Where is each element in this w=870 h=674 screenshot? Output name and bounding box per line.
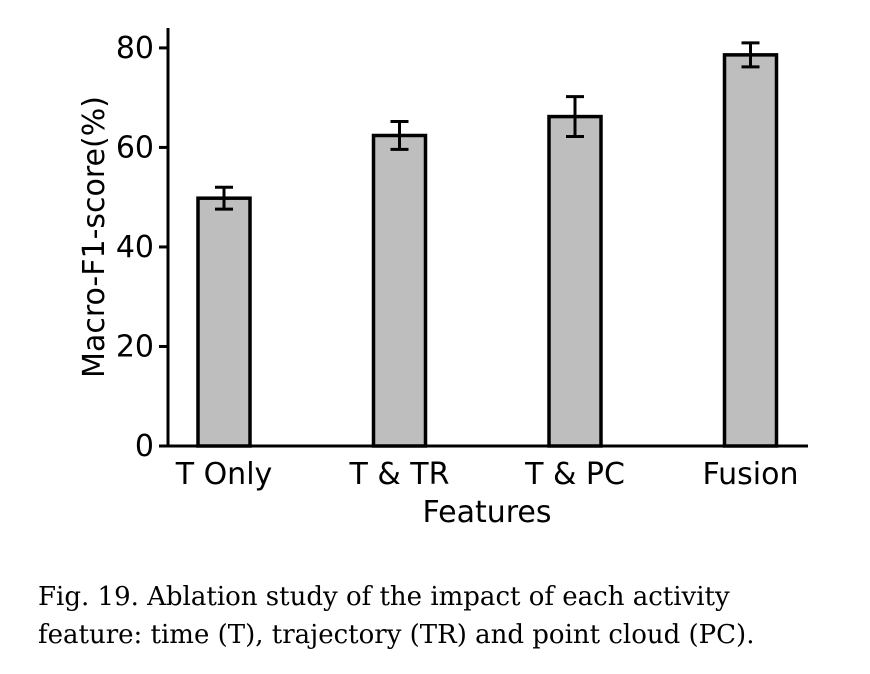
bar-2 xyxy=(371,133,428,448)
error-bar-3 xyxy=(566,95,584,138)
error-bar-2 xyxy=(390,120,409,151)
x-tick-label: T Only xyxy=(175,457,273,492)
bars-layer xyxy=(196,53,779,448)
bar-1 xyxy=(196,196,252,448)
bar-chart: 0 20 40 60 80 T Only T & TR T & PC Fusion Featur… xyxy=(77,28,808,530)
x-tick-label: T & TR xyxy=(349,457,450,492)
y-tick-label: 40 xyxy=(116,230,154,265)
bar-3 xyxy=(547,114,603,448)
axes-layer xyxy=(166,28,808,448)
x-tick-label: T & PC xyxy=(524,457,625,492)
y-tick-label: 80 xyxy=(116,31,154,66)
y-tick-label: 20 xyxy=(116,329,154,364)
y-axis-title: Macro-F1-score(%) xyxy=(77,96,112,378)
bar-4 xyxy=(722,53,779,448)
ticks-layer: 0 20 40 60 80 T Only T & TR T & PC Fusion xyxy=(116,31,799,492)
error-bar-4 xyxy=(741,41,760,69)
x-axis-title: Features xyxy=(423,495,552,530)
y-tick-label: 60 xyxy=(116,130,154,165)
x-tick-label: Fusion xyxy=(703,457,799,492)
y-tick-label: 0 xyxy=(135,429,154,464)
error-bar-1 xyxy=(215,185,233,211)
caption-line-2: feature: time (T), trajectory (TR) and p… xyxy=(38,620,755,650)
caption-line-1: Fig. 19. Ablation study of the impact of… xyxy=(38,582,730,612)
figure-caption: Fig. 19. Ablation study of the impact of… xyxy=(38,578,858,654)
error-bars-layer xyxy=(215,41,760,211)
